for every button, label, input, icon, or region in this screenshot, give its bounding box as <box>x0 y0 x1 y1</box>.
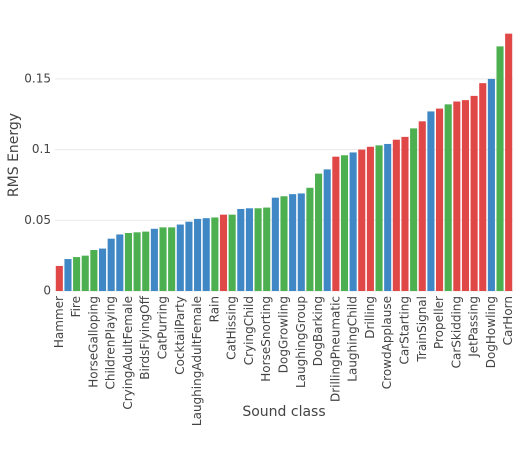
bar <box>349 152 357 291</box>
bar <box>436 108 444 291</box>
bar <box>159 227 167 291</box>
x-tick-label: CryingChild <box>242 296 256 365</box>
y-axis-title: RMS Energy <box>6 113 22 197</box>
bar <box>453 101 461 291</box>
x-tick-label: CrowdApplause <box>380 296 394 389</box>
bar <box>384 143 392 291</box>
x-tick-label: CatPurring <box>156 296 170 359</box>
bar <box>418 121 426 292</box>
x-tick-label: ChildrenPlaying <box>104 296 118 390</box>
bar <box>124 233 132 291</box>
bar <box>410 128 418 291</box>
x-tick-label: CarHorn <box>501 296 515 345</box>
y-tick-label: 0.1 <box>32 142 51 156</box>
bar <box>366 146 374 291</box>
bar <box>81 255 89 291</box>
bar <box>340 155 349 291</box>
x-tick-label: LaughingChild <box>346 296 360 382</box>
x-tick-label: LaughingGroup <box>294 296 308 388</box>
x-tick-label: DogGrowling <box>277 296 291 373</box>
bar <box>289 194 297 291</box>
bar <box>219 214 228 291</box>
x-tick-label: Rain <box>207 296 221 322</box>
bar <box>297 193 305 291</box>
bar <box>245 208 253 291</box>
bar <box>505 33 513 291</box>
bar <box>461 100 470 291</box>
bar <box>332 156 340 291</box>
x-tick-label: CarSkidding <box>449 296 463 368</box>
bar <box>185 221 193 291</box>
bar <box>90 249 98 291</box>
bar <box>176 224 184 291</box>
bar <box>64 259 72 291</box>
bar <box>98 248 107 291</box>
bar <box>444 104 452 292</box>
x-tick-label: JetPassing <box>467 296 481 358</box>
x-tick-label: DogHowling <box>484 296 498 368</box>
x-tick-label: TrainSignal <box>415 296 429 363</box>
bar <box>280 196 288 291</box>
bar <box>142 231 150 291</box>
bar <box>254 208 262 291</box>
bar <box>116 234 124 291</box>
bar <box>73 257 81 291</box>
bar <box>315 173 323 291</box>
bar <box>271 197 279 291</box>
x-tick-label: HorseSnorting <box>259 296 273 382</box>
y-tick-label: 0.15 <box>24 71 51 85</box>
bar <box>496 46 504 292</box>
x-tick-label: Hammer <box>52 296 66 348</box>
bar <box>470 95 478 291</box>
bar <box>392 139 400 291</box>
x-tick-label: BirdsFlyingOff <box>138 295 152 379</box>
x-tick-label: Fire <box>69 296 83 317</box>
x-axis-title: Sound class <box>242 404 325 420</box>
x-tick-label: CatHissing <box>225 296 239 360</box>
bar <box>202 218 210 291</box>
bar <box>306 187 314 291</box>
x-tick-label: CryingAdultFemale <box>121 296 135 410</box>
x-tick-label: DrillingPneumatic <box>328 296 342 402</box>
x-tick-label: CarStarting <box>397 296 411 365</box>
bar <box>55 265 63 291</box>
bar <box>263 207 271 291</box>
bar <box>150 228 158 291</box>
x-tick-label: Propeller <box>432 296 446 349</box>
x-tick-label: CocktailParty <box>173 296 187 375</box>
x-tick-label: DogBarking <box>311 296 325 366</box>
bar <box>194 218 202 291</box>
y-tick-label: 0.05 <box>24 213 51 227</box>
bar <box>358 149 366 291</box>
bar <box>107 238 115 291</box>
bar <box>323 169 331 291</box>
x-tick-label: Drilling <box>363 296 377 339</box>
bar <box>375 145 383 291</box>
y-tick-label: 0 <box>43 284 51 298</box>
bar <box>487 78 495 291</box>
bar <box>237 208 245 291</box>
bar <box>133 232 141 291</box>
bar <box>427 111 435 291</box>
bar <box>211 217 219 291</box>
x-tick-label: HorseGalloping <box>86 296 100 388</box>
bar <box>479 83 487 291</box>
x-tick-label: LaughingAdultFemale <box>190 296 204 426</box>
bar <box>228 214 236 291</box>
bar <box>168 227 176 291</box>
bar <box>401 136 409 291</box>
